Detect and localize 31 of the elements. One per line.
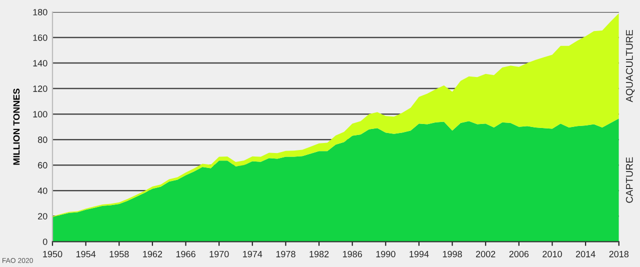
y-tick-label: 80 [38,136,48,143]
y-tick-label: 100 [33,111,48,118]
text: CAPTURE [626,157,633,203]
y-tick-label: 0 [42,238,48,245]
y-tick-label: 40 [38,188,48,194]
x-tick-label: 1986 [342,250,362,258]
x-tick-label: 1990 [376,250,396,258]
x-tick-label: 2010 [542,250,562,258]
x-tick-label: 2002 [476,250,496,258]
x-tick-label: 1998 [442,250,462,258]
x-tick-label: 1994 [410,250,429,258]
x-tick-label: 1954 [76,250,96,258]
x-tick-label: 1958 [110,250,129,258]
x-tick-label: 1970 [210,250,229,258]
x-tick-label: 2014 [576,250,596,258]
y-tick-label: 20 [38,213,48,220]
x-tick-label: 1982 [310,250,329,258]
text: AQUACULTURE [626,30,635,102]
x-tick-label: 1950 [43,250,62,258]
x-tick-label: 1978 [276,250,296,258]
y-tick-label: 120 [33,86,48,92]
x-tick-label: 2018 [609,250,629,258]
y-tick-label: 180 [33,8,48,16]
x-tick-label: 1974 [243,250,262,258]
x-tick-label: 1966 [176,250,196,258]
y-tick-label: 140 [33,60,48,66]
y-tick-label: 60 [38,162,48,168]
x-tick-label: 1962 [143,250,162,258]
y-tick-label: 160 [33,34,48,41]
x-tick-label: 2006 [509,250,529,258]
y-axis-title: MILLION TONNES [13,88,20,165]
